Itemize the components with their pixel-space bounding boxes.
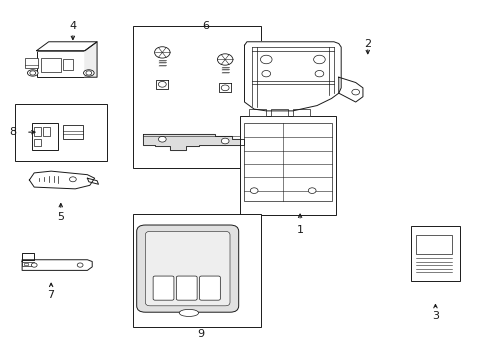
Bar: [63, 59, 73, 70]
Bar: [24, 58, 38, 68]
Bar: [34, 127, 41, 136]
Text: 4: 4: [69, 21, 76, 31]
Circle shape: [158, 136, 166, 142]
Circle shape: [260, 55, 271, 64]
Circle shape: [262, 71, 270, 77]
FancyBboxPatch shape: [153, 276, 174, 300]
Polygon shape: [338, 77, 362, 102]
Ellipse shape: [83, 70, 94, 76]
Ellipse shape: [27, 70, 38, 76]
Text: 9: 9: [197, 329, 204, 339]
Polygon shape: [22, 253, 34, 260]
Circle shape: [86, 71, 92, 75]
Polygon shape: [37, 42, 97, 51]
Circle shape: [77, 263, 83, 267]
Bar: [133, 214, 261, 327]
Circle shape: [314, 71, 323, 77]
Polygon shape: [29, 171, 95, 189]
FancyBboxPatch shape: [199, 276, 220, 300]
Bar: [415, 235, 451, 255]
Polygon shape: [219, 83, 231, 93]
Circle shape: [31, 263, 37, 267]
Polygon shape: [87, 178, 98, 184]
Text: 5: 5: [57, 212, 64, 222]
Circle shape: [313, 55, 325, 64]
Bar: [244, 123, 331, 201]
Circle shape: [221, 138, 228, 144]
Text: 8: 8: [9, 127, 16, 137]
Polygon shape: [156, 80, 168, 89]
Polygon shape: [22, 260, 92, 270]
Polygon shape: [142, 134, 244, 150]
Text: 7: 7: [47, 290, 55, 300]
Bar: [43, 127, 50, 136]
Bar: [239, 116, 336, 215]
Circle shape: [158, 81, 166, 87]
Circle shape: [308, 188, 315, 193]
FancyBboxPatch shape: [145, 231, 229, 306]
Bar: [133, 26, 261, 168]
Ellipse shape: [179, 309, 198, 316]
Bar: [410, 226, 459, 281]
Circle shape: [154, 47, 170, 58]
Circle shape: [217, 54, 232, 65]
Bar: [34, 139, 41, 146]
Circle shape: [30, 71, 36, 75]
Text: 1: 1: [296, 225, 303, 235]
Circle shape: [250, 188, 258, 193]
FancyBboxPatch shape: [176, 276, 197, 300]
Text: 6: 6: [202, 21, 209, 31]
Bar: [22, 262, 34, 266]
Bar: [15, 104, 106, 161]
Bar: [63, 125, 82, 139]
Bar: [41, 58, 61, 72]
Circle shape: [69, 177, 76, 182]
Bar: [32, 123, 58, 150]
Bar: [270, 109, 287, 116]
Text: 2: 2: [364, 39, 370, 49]
FancyBboxPatch shape: [137, 225, 238, 312]
Bar: [292, 109, 309, 116]
Bar: [249, 109, 265, 116]
Circle shape: [221, 85, 228, 91]
Bar: [24, 263, 28, 265]
Polygon shape: [85, 42, 97, 77]
Circle shape: [351, 89, 359, 95]
Polygon shape: [244, 42, 341, 111]
Text: 3: 3: [431, 311, 438, 321]
Bar: [37, 51, 85, 77]
